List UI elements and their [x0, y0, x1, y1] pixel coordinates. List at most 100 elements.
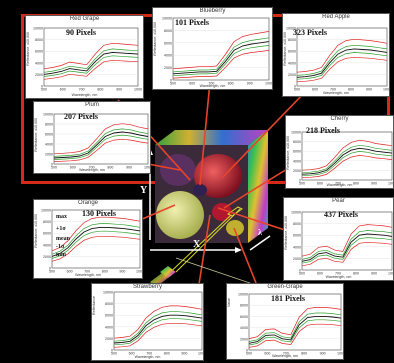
y-tick-label: 4000 [293, 159, 301, 163]
x-tick-label: 1000 [198, 352, 203, 356]
stat-label: max [56, 214, 67, 220]
x-tick-label: 500 [51, 166, 57, 170]
x-tick-label: 800 [353, 272, 359, 276]
y-tick-label: 6000 [45, 133, 53, 137]
pixel-count: 218 Pixels [306, 126, 340, 135]
y-axis-title: Value [227, 298, 231, 307]
x-tick-label: 900 [371, 272, 377, 276]
y-tick-label: 6000 [240, 315, 248, 319]
max-curve [172, 31, 270, 70]
y-tick-label: 2000 [293, 169, 301, 173]
cube-top-face [155, 130, 268, 145]
min-curve [43, 59, 139, 80]
y-tick-label: 4000 [105, 325, 113, 329]
x-axis-title: Wavelength, nm [75, 273, 101, 277]
y-tick-label: 0 [299, 269, 301, 273]
y-tick-label: 2000 [164, 66, 172, 70]
panel-title: Red Grape [69, 16, 100, 22]
x-tick-label: 900 [181, 352, 187, 356]
y-tick-label: 6000 [105, 314, 113, 318]
panel-title: Orange [77, 200, 98, 206]
mean-curve [53, 131, 149, 159]
pixel-count: 101 Pixels [175, 18, 209, 27]
max-curve [51, 216, 141, 252]
minus-sigma-curve [248, 319, 342, 346]
x-tick-label: 700 [283, 352, 289, 356]
x-tick-label: 500 [49, 270, 55, 274]
x-axis-title: Wavelength, nm [323, 91, 349, 95]
x-tick-label: 900 [116, 88, 122, 92]
x-axis-title: Wavelength, nm [326, 183, 353, 187]
max-curve [43, 42, 139, 70]
y-tick-label: 2000 [43, 255, 51, 259]
y-tick-label: 0 [246, 349, 248, 353]
stat-label: min [56, 252, 67, 258]
plus-sigma-curve [53, 128, 149, 157]
mean-curve [43, 51, 139, 75]
x-tick-label: 1000 [265, 82, 272, 86]
arrow-green-grape [233, 227, 261, 294]
y-axis-title: Reflectance, x10,000 [34, 118, 38, 152]
max-curve [301, 139, 393, 171]
panel-red-apple: 10000 8000 6000 4000 2000 0 500 600 700 800 900 100… [282, 13, 390, 97]
x-tick-label: 800 [102, 270, 108, 274]
x-tick-label: 600 [129, 352, 135, 356]
x-tick-label: 600 [317, 272, 323, 276]
x-tick-label: 500 [299, 182, 305, 186]
x-tick-label: 600 [67, 270, 73, 274]
y-tick-label: 4000 [43, 243, 51, 247]
y-tick-label: 10000 [291, 211, 301, 215]
x-axis-title: Wavelength, nm [325, 275, 352, 279]
x-tick-label: 1000 [388, 182, 393, 186]
x-tick-label: 900 [320, 352, 326, 356]
y-tick-label: 8000 [35, 38, 43, 42]
y-tick-label: 8000 [240, 304, 248, 308]
y-tick-label: 2000 [240, 337, 248, 341]
y-tick-label: 6000 [293, 234, 301, 238]
y-tick-label: 2000 [35, 73, 43, 77]
y-tick-label: 10000 [41, 209, 51, 213]
plus-sigma-curve [172, 37, 270, 73]
y-tick-label: 6000 [43, 232, 51, 236]
minus-sigma-curve [301, 237, 393, 264]
minus-sigma-curve [296, 52, 388, 80]
y-tick-label: 4000 [240, 326, 248, 330]
panel-orange: 10000 8000 6000 4000 2000 0 500 600 700 800 900 100… [33, 199, 143, 279]
plot-frame [248, 293, 342, 351]
y-tick-label: 2000 [288, 73, 296, 77]
min-curve [296, 56, 388, 83]
pixel-column [227, 206, 243, 217]
x-tick-label: 1000 [383, 88, 389, 92]
x-axis-title: Wavelength, nm [134, 355, 161, 359]
y-tick-label: 10000 [43, 113, 53, 117]
x-tick-label: 500 [246, 352, 252, 356]
panel-green-grape: 10000 8000 6000 4000 2000 0 500 600 700 800 900 100… [226, 283, 344, 360]
arrow-orange [139, 204, 176, 221]
lambda-axis-line [249, 235, 271, 251]
x-tick-label: 800 [348, 88, 354, 92]
plus-sigma-curve [248, 312, 342, 342]
mean-curve [301, 147, 393, 175]
y-tick-label: 4000 [164, 54, 172, 58]
minus-sigma-curve [53, 134, 149, 160]
y-tick-label: 0 [299, 179, 301, 183]
max-curve [113, 305, 203, 339]
y-tick-label: 8000 [43, 220, 51, 224]
y-tick-label: 4000 [45, 143, 53, 147]
x-tick-label: 500 [111, 352, 117, 356]
x-tick-label: 800 [107, 166, 113, 170]
panel-title: Blueberry [199, 8, 226, 14]
x-tick-label: 1000 [134, 88, 142, 92]
min-curve [301, 155, 393, 179]
x-tick-label: 500 [41, 88, 47, 92]
x-tick-label: 500 [299, 272, 305, 276]
pixel-count: 323 Pixels [293, 28, 327, 37]
